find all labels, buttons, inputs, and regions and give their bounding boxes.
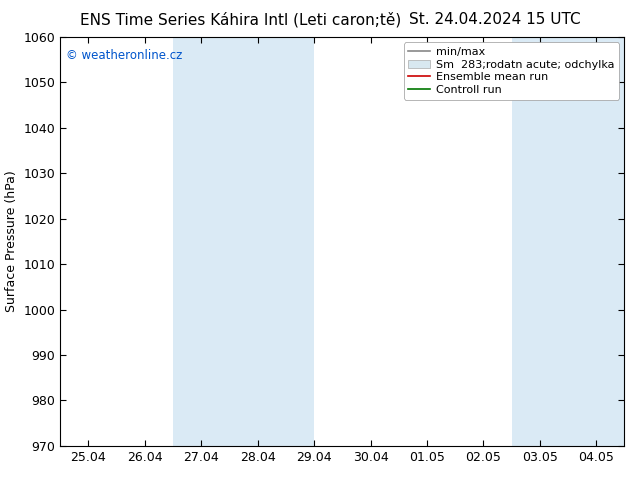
Bar	[173, 37, 314, 446]
Legend: min/max, Sm  283;rodatn acute; odchylka, Ensemble mean run, Controll run: min/max, Sm 283;rodatn acute; odchylka, …	[404, 42, 619, 99]
Text: St. 24.04.2024 15 UTC: St. 24.04.2024 15 UTC	[409, 12, 580, 27]
Text: © weatheronline.cz: © weatheronline.cz	[66, 49, 182, 62]
Text: ENS Time Series Káhira Intl (Leti caron;tě): ENS Time Series Káhira Intl (Leti caron;…	[81, 12, 401, 28]
Bar	[512, 37, 624, 446]
Y-axis label: Surface Pressure (hPa): Surface Pressure (hPa)	[5, 171, 18, 312]
